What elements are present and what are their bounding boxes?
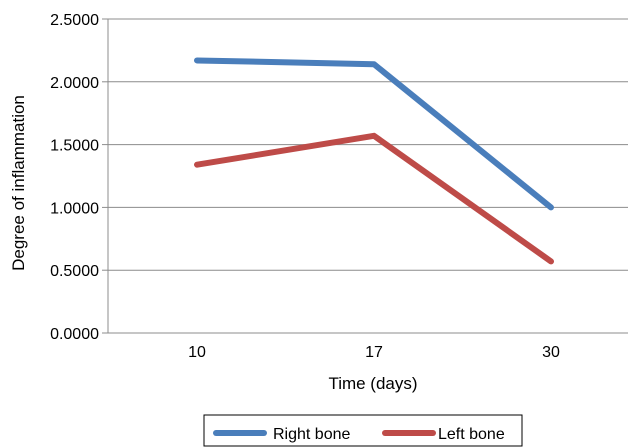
y-tick-label: 0.5000 — [50, 263, 99, 280]
x-axis-title: Time (days) — [328, 374, 417, 393]
y-tick-label: 0.0000 — [50, 326, 99, 343]
y-tick-labels: 0.0000 0.5000 1.0000 1.5000 2.0000 2.5000 — [50, 12, 99, 343]
series-lines — [194, 57, 554, 265]
x-tick-label: 10 — [188, 344, 206, 361]
legend-label-left-bone: Left bone — [438, 426, 505, 443]
y-axis-title: Degree of inflammation — [9, 95, 28, 271]
x-tick-label: 30 — [542, 344, 560, 361]
x-tick-labels: 10 17 30 — [188, 344, 560, 361]
y-tick-label: 1.5000 — [50, 138, 99, 155]
series-line-left-bone — [194, 132, 554, 265]
series-line-right-bone — [194, 57, 554, 211]
y-tick-label: 2.0000 — [50, 75, 99, 92]
y-tick-label: 1.0000 — [50, 200, 99, 217]
y-tick-label: 2.5000 — [50, 12, 99, 29]
gridlines — [102, 18, 628, 334]
axes — [107, 19, 628, 334]
legend: Right bone Left bone — [203, 414, 523, 447]
legend-label-right-bone: Right bone — [273, 426, 350, 443]
x-tick-label: 17 — [365, 344, 383, 361]
